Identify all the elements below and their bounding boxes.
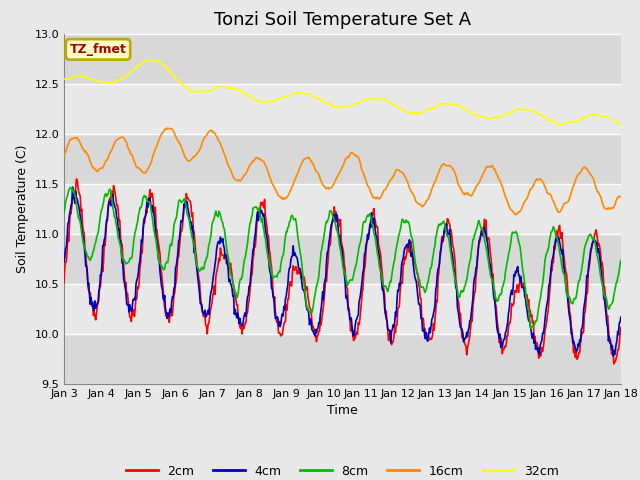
Bar: [64, 134, 621, 184]
Text: TZ_fmet: TZ_fmet: [70, 43, 127, 56]
Bar: [64, 184, 621, 234]
Bar: [64, 234, 621, 284]
Bar: [64, 84, 621, 134]
Y-axis label: Soil Temperature (C): Soil Temperature (C): [16, 144, 29, 273]
Bar: [64, 284, 621, 334]
X-axis label: Time: Time: [327, 405, 358, 418]
Bar: [64, 34, 621, 84]
Legend: 2cm, 4cm, 8cm, 16cm, 32cm: 2cm, 4cm, 8cm, 16cm, 32cm: [122, 460, 563, 480]
Title: Tonzi Soil Temperature Set A: Tonzi Soil Temperature Set A: [214, 11, 471, 29]
Bar: [64, 334, 621, 384]
